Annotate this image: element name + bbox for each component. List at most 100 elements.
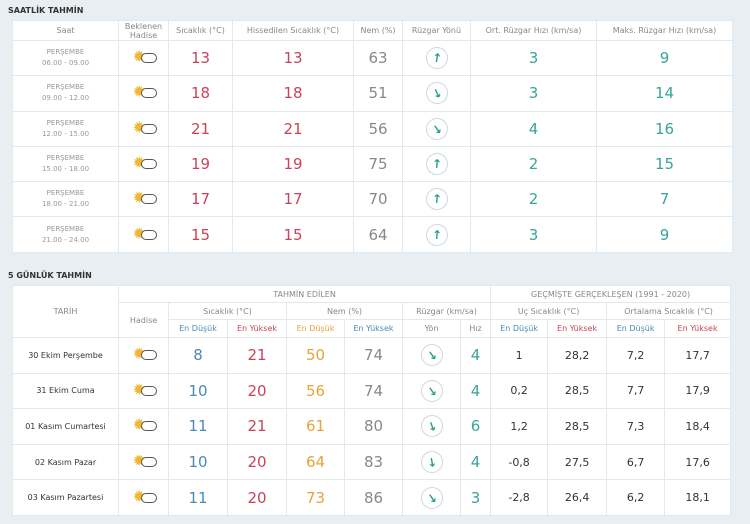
time-range: 18.00 - 21.00: [41, 200, 90, 209]
header-past: GEÇMİŞTE GERÇEKLEŞEN (1991 - 2020): [490, 285, 732, 303]
partly-cloudy-icon: ✹: [131, 487, 157, 507]
feels-like: 17: [232, 181, 354, 218]
partly-cloudy-icon: ✹: [131, 380, 157, 400]
extreme-min: -2,8: [490, 479, 549, 516]
wind-avg: 2: [470, 181, 597, 218]
partly-cloudy-icon: ✹: [131, 188, 157, 208]
header-hum-min: En Düşük: [286, 319, 345, 338]
day-label: PERŞEMBE: [46, 48, 85, 57]
hourly-row: PERŞEMBE 12.00 - 15.00 ✹ 21 21 56 ↑ 4 16: [12, 110, 733, 147]
day-label: PERŞEMBE: [46, 118, 85, 127]
avg-min: 6,2: [606, 479, 666, 516]
temperature: 21: [168, 110, 233, 147]
hourly-header-3: Hissedilen Sıcaklık (°C): [232, 20, 354, 41]
time-cell: PERŞEMBE 09.00 - 12.00: [12, 75, 119, 112]
date: 30 Ekim Perşembe: [12, 337, 119, 374]
extreme-min: 0,2: [490, 372, 549, 410]
partly-cloudy-icon: ✹: [131, 224, 157, 244]
wind-avg: 4: [470, 110, 597, 147]
daily-row: 02 Kasım Pazar ✹ 10 20 64 83 ↑ 4 -0,8 27,5 6,7 17,…: [12, 443, 732, 481]
wind-avg: 3: [470, 39, 597, 77]
avg-max: 17,7: [664, 337, 732, 374]
header-humidity: Nem (%): [286, 302, 403, 320]
wind-direction-arrow-icon: ↑: [423, 45, 450, 71]
header-avg-max: En Yüksek: [664, 319, 732, 338]
wind-speed: 4: [459, 372, 492, 410]
humidity-min: 50: [286, 337, 345, 374]
header-temp-max: En Yüksek: [227, 319, 287, 338]
wind-max: 7: [596, 181, 733, 218]
wind-speed: 4: [459, 337, 492, 374]
day-label: PERŞEMBE: [46, 224, 85, 233]
humidity-min: 73: [286, 479, 345, 516]
partly-cloudy-icon: ✹: [131, 451, 157, 471]
header-wind-speed: Hız: [459, 319, 492, 338]
time-range: 12.00 - 15.00: [41, 129, 90, 138]
wind-direction-arrow-icon: ↑: [424, 187, 449, 212]
partly-cloudy-icon: ✹: [131, 47, 157, 67]
header-extreme-min: En Düşük: [490, 319, 549, 338]
wind-max: 15: [596, 145, 733, 183]
daily-row: 03 Kasım Pazartesi ✹ 11 20 73 86 ↑ 3 -2,8 26,4 6,…: [12, 479, 732, 516]
temp-max: 20: [227, 372, 287, 410]
humidity-min: 56: [286, 372, 345, 410]
avg-max: 17,9: [664, 372, 732, 410]
hourly-header-6: Ort. Rüzgar Hızı (km/sa): [470, 20, 597, 41]
hourly-header-7: Maks. Rüzgar Hızı (km/sa): [596, 20, 733, 41]
hourly-header-2: Sıcaklık (°C): [168, 20, 233, 41]
wind-max: 9: [596, 39, 733, 77]
hourly-row: PERŞEMBE 21.00 - 24.00 ✹ 15 15 64 ↑ 3 9: [12, 216, 733, 253]
time-cell: PERŞEMBE 18.00 - 21.00: [12, 181, 119, 218]
partly-cloudy-icon: ✹: [131, 82, 157, 102]
hourly-header-1: Beklenen Hadise: [118, 20, 169, 41]
wind-speed: 6: [459, 408, 492, 445]
daily-row: 31 Ekim Cuma ✹ 10 20 56 74 ↑ 4 0,2 28,5 7,7 17,9: [12, 372, 732, 410]
partly-cloudy-icon: ✹: [131, 153, 157, 173]
hourly-header-5: Rüzgar Yönü: [402, 20, 471, 41]
extreme-max: 26,4: [547, 479, 608, 516]
humidity-max: 86: [344, 479, 403, 516]
hourly-row: PERŞEMBE 18.00 - 21.00 ✹ 17 17 70 ↑ 2 7: [12, 181, 733, 218]
header-date: TARİH: [12, 285, 119, 338]
daily-row: 01 Kasım Cumartesi ✹ 11 21 61 80 ↑ 6 1,2 28,5 7,3…: [12, 408, 732, 445]
wind-direction-arrow-icon: ↑: [416, 375, 447, 407]
temperature: 13: [168, 39, 233, 77]
date: 03 Kasım Pazartesi: [12, 479, 119, 516]
extreme-max: 28,5: [547, 372, 608, 410]
wind-speed: 4: [459, 443, 492, 481]
feels-like: 19: [232, 145, 354, 183]
feels-like: 15: [232, 216, 354, 253]
day-label: PERŞEMBE: [46, 83, 85, 92]
avg-max: 18,1: [664, 479, 732, 516]
date: 02 Kasım Pazar: [12, 443, 119, 481]
humidity-max: 83: [344, 443, 403, 481]
extreme-max: 28,2: [547, 337, 608, 374]
humidity-min: 61: [286, 408, 345, 445]
extreme-max: 28,5: [547, 408, 608, 445]
header-hum-max: En Yüksek: [344, 319, 403, 338]
partly-cloudy-icon: ✹: [131, 118, 157, 138]
humidity: 64: [353, 216, 403, 253]
time-range: 21.00 - 24.00: [41, 235, 90, 244]
humidity-max: 74: [344, 337, 403, 374]
temperature: 19: [168, 145, 233, 183]
partly-cloudy-icon: ✹: [131, 344, 157, 364]
avg-min: 7,2: [606, 337, 666, 374]
temperature: 18: [168, 75, 233, 112]
extreme-min: -0,8: [490, 443, 549, 481]
wind-direction-arrow-icon: ↑: [416, 339, 447, 371]
temp-max: 21: [227, 408, 287, 445]
wind-direction-arrow-icon: ↑: [416, 482, 447, 513]
humidity-max: 80: [344, 408, 403, 445]
wind-max: 16: [596, 110, 733, 147]
time-range: 15.00 - 18.00: [41, 165, 90, 174]
daily-title: 5 GÜNLÜK TAHMİN: [8, 271, 92, 280]
wind-direction-arrow-icon: ↑: [424, 222, 449, 247]
temp-min: 8: [168, 337, 228, 374]
partly-cloudy-icon: ✹: [131, 415, 157, 435]
header-temp-min: En Düşük: [168, 319, 228, 338]
header-wind-dir: Yön: [402, 319, 461, 338]
hourly-header-4: Nem (%): [353, 20, 403, 41]
header-extreme-temp: Uç Sıcaklık (°C): [490, 302, 608, 320]
hourly-title: SAATLİK TAHMİN: [8, 6, 84, 15]
